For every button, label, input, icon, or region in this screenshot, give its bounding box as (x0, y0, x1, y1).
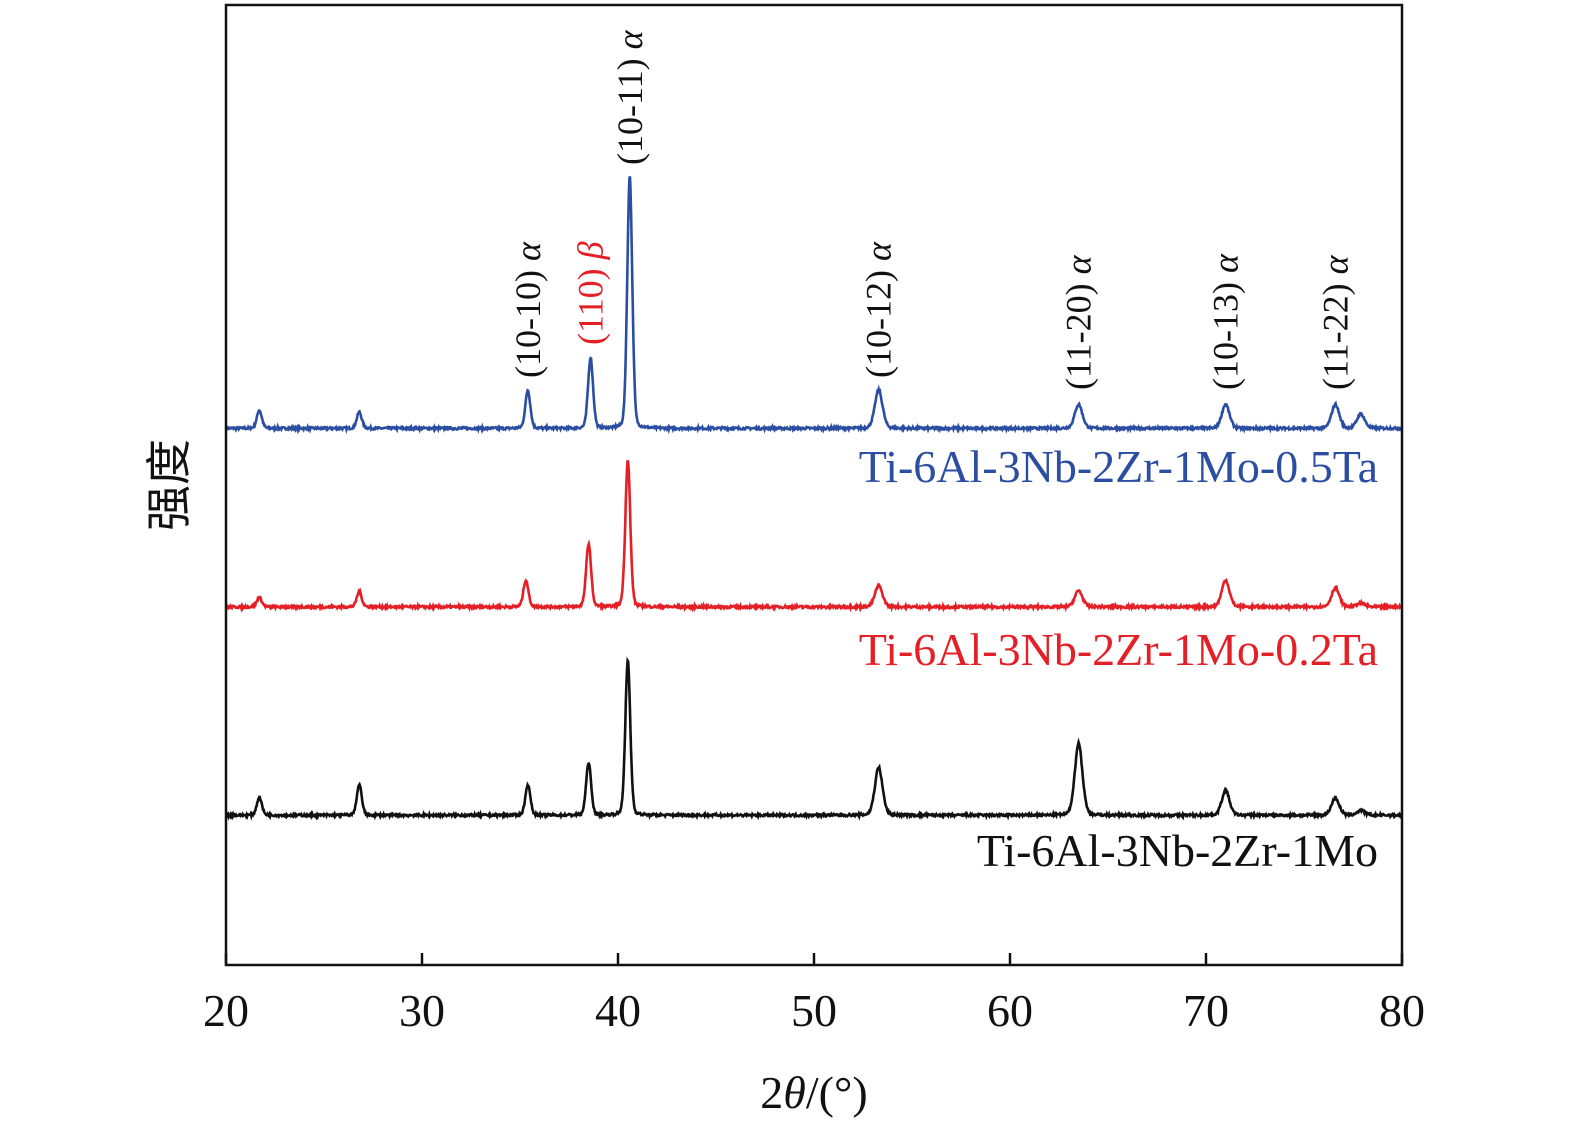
peak-label: (10-12) α (859, 241, 899, 378)
series-label: Ti-6Al-3Nb-2Zr-1Mo-0.5Ta (859, 441, 1378, 492)
peak-label: (11-20) α (1059, 254, 1099, 390)
x-tick-label: 60 (987, 985, 1033, 1036)
x-ticks: 20 30 40 50 60 70 80 (203, 953, 1425, 1036)
series-line-2 (224, 656, 1404, 821)
x-tick-label: 30 (399, 985, 445, 1036)
series-label: Ti-6Al-3Nb-2Zr-1Mo-0.2Ta (859, 624, 1378, 675)
peak-label: (110) β (571, 241, 611, 345)
peak-label: (10-11) α (610, 29, 650, 165)
peak-label: (10-13) α (1206, 253, 1246, 390)
y-axis-label: 强度 (142, 439, 196, 531)
peak-label: (10-10) α (508, 241, 548, 378)
series-line-0 (224, 176, 1403, 435)
series-labels: Ti-6Al-3Nb-2Zr-1Mo-0.5Ta Ti-6Al-3Nb-2Zr-1… (859, 441, 1378, 876)
peak-annotations: (10-10) α (110) β (10-11) α (10-12) α (11-20… (508, 29, 1356, 390)
x-tick-label: 80 (1379, 985, 1425, 1036)
x-tick-label: 20 (203, 985, 249, 1036)
peak-label: (11-22) α (1315, 254, 1355, 390)
series-line-1 (224, 459, 1404, 613)
series-label: Ti-6Al-3Nb-2Zr-1Mo (977, 825, 1378, 876)
x-tick-label: 70 (1183, 985, 1229, 1036)
x-tick-label: 50 (791, 985, 837, 1036)
x-tick-label: 40 (595, 985, 641, 1036)
x-axis-label: 2θ/(°) (760, 1067, 867, 1118)
series-curves (224, 176, 1404, 821)
